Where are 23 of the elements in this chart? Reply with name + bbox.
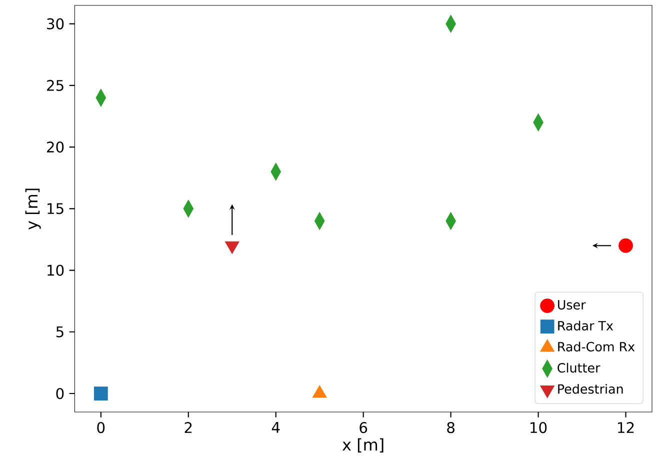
y-tick-label: 25 [47,80,64,91]
y-tick-label: 0 [56,388,64,400]
legend-label: Clutter [558,362,600,373]
x-tick-label: 6 [360,422,368,434]
x-axis-title: x [m] [342,438,384,453]
y-tick-label: 10 [48,264,64,276]
y-tick-label: 20 [47,142,64,153]
x-tick-label: 2 [184,422,192,433]
legend-label: Rad-Com Rx [558,342,635,352]
x-tick-label: 10 [530,422,547,434]
x-tick-label: 4 [272,422,280,433]
legend-label: Radar Tx [558,320,614,331]
y-axis-title: y [m] [25,188,41,230]
y-tick-label: 30 [47,18,64,30]
point [618,238,633,253]
legend-label: User [558,300,586,310]
point [94,386,108,400]
y-tick-label: 5 [56,326,64,338]
x-tick-label: 0 [97,422,105,434]
x-tick-label: 12 [618,422,634,433]
legend-label: Pedestrian [558,384,623,394]
x-tick-label: 8 [447,422,454,434]
y-tick-label: 15 [48,203,64,214]
